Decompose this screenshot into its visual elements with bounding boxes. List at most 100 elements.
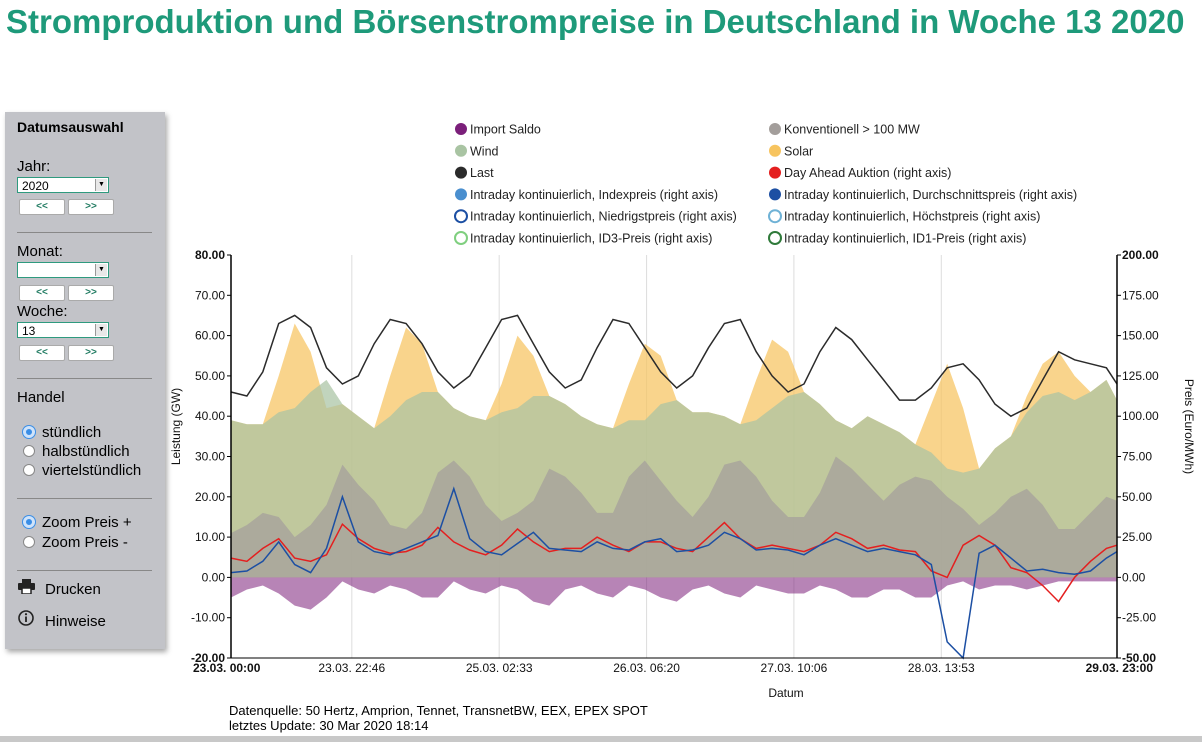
y-tick-label: -10.00 bbox=[191, 611, 225, 625]
y2-tick-label: -50.00 bbox=[1122, 651, 1156, 665]
legend-marker-intraday-kontinuierlich-niedrigstpreis-right-axis bbox=[454, 209, 468, 224]
trade-option-halfhourly[interactable]: halbstündlich bbox=[23, 443, 130, 461]
legend-label-wind: Wind bbox=[470, 144, 499, 158]
week-label: Woche: bbox=[17, 303, 68, 320]
y2-tick-label: 50.00 bbox=[1122, 490, 1152, 504]
load-line bbox=[230, 314, 1118, 418]
x-tick-label: 26.03. 06:20 bbox=[613, 661, 680, 675]
chart-axes: 80.00 70.00 60.00 50.00 40.00 30.00 20.00 10.00… bbox=[169, 248, 1196, 700]
zoom-in-option[interactable]: Zoom Preis + bbox=[23, 514, 132, 532]
x-tick-label: 28.03. 13:53 bbox=[908, 661, 975, 675]
legend-marker-intraday-kontinuierlich-indexpreis-right-axis bbox=[455, 188, 467, 201]
legend-marker-intraday-kontinuierlich-h-chstpreis-right-axis bbox=[768, 209, 782, 224]
info-label: Hinweise bbox=[45, 613, 106, 630]
horizontal-scrollbar[interactable] bbox=[0, 736, 1202, 742]
sidebar-heading: Datumsauswahl bbox=[17, 119, 124, 135]
legend-label-import-saldo: Import Saldo bbox=[470, 123, 541, 137]
x-tick-label: 23.03. 00:00 bbox=[193, 661, 261, 675]
legend-marker-solar bbox=[769, 144, 781, 157]
conventional-area bbox=[231, 456, 1117, 578]
y2-tick-label: 100.00 bbox=[1122, 409, 1159, 423]
radio-icon[interactable] bbox=[23, 445, 35, 457]
radio-icon[interactable] bbox=[23, 536, 35, 548]
x-axis-title: Datum bbox=[768, 686, 803, 700]
radio-icon[interactable] bbox=[23, 464, 35, 476]
month-next-button[interactable]: >> bbox=[68, 285, 114, 301]
legend-marker-intraday-kontinuierlich-id1-preis-right-axis bbox=[768, 231, 782, 245]
chevron-down-icon[interactable]: ▼ bbox=[95, 264, 107, 276]
year-next-button[interactable]: >> bbox=[68, 199, 114, 215]
page-title: Stromproduktion und Börsenstrompreise in… bbox=[6, 3, 1185, 40]
trade-option-label: halbstündlich bbox=[42, 443, 130, 460]
legend-marker-last bbox=[455, 166, 467, 179]
legend-label-last: Last bbox=[470, 166, 494, 180]
zoom-out-option[interactable]: Zoom Preis - bbox=[23, 534, 128, 552]
legend-marker-day-ahead-auktion-right-axis bbox=[769, 166, 781, 179]
y2-tick-label: 150.00 bbox=[1122, 329, 1159, 343]
year-select[interactable]: 2020 ▼ bbox=[17, 177, 109, 193]
legend-marker-wind bbox=[455, 144, 467, 157]
x-tick-label: 25.03. 02:33 bbox=[466, 661, 533, 675]
trade-label: Handel bbox=[17, 389, 65, 406]
print-button[interactable]: Drucken bbox=[17, 579, 101, 598]
y-axis-title: Leistung (GW) bbox=[169, 388, 183, 465]
zoom-option-label: Zoom Preis - bbox=[42, 534, 128, 551]
y-tick-label: -20.00 bbox=[191, 651, 225, 665]
y-tick-label: 0.00 bbox=[202, 570, 226, 584]
legend-label-intraday-kontinuierlich-niedrigstpreis-right-axis: Intraday kontinuierlich, Niedrigstpreis … bbox=[470, 210, 737, 224]
y-tick-label: 20.00 bbox=[195, 490, 225, 504]
divider bbox=[17, 570, 152, 571]
month-select[interactable]: ▼ bbox=[17, 262, 109, 278]
month-label: Monat: bbox=[17, 243, 63, 260]
printer-icon bbox=[17, 579, 35, 598]
radio-selected-icon[interactable] bbox=[23, 516, 35, 528]
legend-marker-intraday-kontinuierlich-id3-preis-right-axis bbox=[454, 231, 468, 245]
chevron-down-icon[interactable]: ▼ bbox=[95, 179, 107, 191]
import-area bbox=[231, 577, 1117, 610]
chevron-down-icon[interactable]: ▼ bbox=[95, 324, 107, 336]
last-update-note: letztes Update: 30 Mar 2020 18:14 bbox=[229, 718, 429, 733]
trade-option-label: stündlich bbox=[42, 424, 102, 441]
y2-tick-label: 175.00 bbox=[1122, 288, 1159, 302]
legend-marker-konventionell-100-mw bbox=[769, 123, 781, 135]
divider bbox=[17, 232, 152, 233]
week-prev-button[interactable]: << bbox=[19, 345, 65, 361]
legend-marker-intraday-kontinuierlich-durchschnittspreis-right-axis bbox=[769, 188, 781, 201]
intraday-average-price-line bbox=[230, 486, 1118, 660]
x-tick-label: 27.03. 10:06 bbox=[761, 661, 828, 675]
y-tick-label: 50.00 bbox=[195, 369, 225, 383]
month-prev-button[interactable]: << bbox=[19, 285, 65, 301]
legend-label-intraday-kontinuierlich-durchschnittspreis-right-axis: Intraday kontinuierlich, Durchschnittspr… bbox=[784, 188, 1077, 202]
trade-option-hourly[interactable]: stündlich bbox=[23, 424, 101, 442]
y2-tick-label: 0.00 bbox=[1122, 570, 1146, 584]
y2-tick-label: -25.00 bbox=[1122, 611, 1156, 625]
y2-tick-label: 125.00 bbox=[1122, 369, 1159, 383]
y-tick-label: 30.00 bbox=[195, 450, 225, 464]
y2-tick-label: 75.00 bbox=[1122, 450, 1152, 464]
y2-tick-label: 25.00 bbox=[1122, 530, 1152, 544]
chart-legend: Import Saldo Konventionell > 100 MW Wind So… bbox=[454, 123, 1077, 246]
legend-label-intraday-kontinuierlich-id3-preis-right-axis: Intraday kontinuierlich, ID3-Preis (righ… bbox=[470, 232, 712, 246]
y-tick-label: 10.00 bbox=[195, 530, 225, 544]
y-tick-label: 80.00 bbox=[195, 248, 225, 262]
info-button[interactable]: Hinweise bbox=[17, 610, 106, 630]
year-prev-button[interactable]: << bbox=[19, 199, 65, 215]
date-sidebar: Datumsauswahl Jahr: 2020 ▼ << >> Monat: … bbox=[5, 112, 165, 649]
legend-label-intraday-kontinuierlich-id1-preis-right-axis: Intraday kontinuierlich, ID1-Preis (righ… bbox=[784, 232, 1026, 246]
zoom-option-label: Zoom Preis + bbox=[42, 514, 132, 531]
y2-tick-label: 200.00 bbox=[1122, 248, 1159, 262]
week-next-button[interactable]: >> bbox=[68, 345, 114, 361]
divider bbox=[17, 498, 152, 499]
year-label: Jahr: bbox=[17, 158, 51, 175]
y-tick-label: 60.00 bbox=[195, 329, 225, 343]
legend-label-solar: Solar bbox=[784, 144, 813, 158]
legend-label-day-ahead-auktion-right-axis: Day Ahead Auktion (right axis) bbox=[784, 166, 951, 180]
day-ahead-price-line bbox=[230, 521, 1118, 603]
plot-area bbox=[230, 255, 1118, 660]
divider bbox=[17, 378, 152, 379]
week-value: 13 bbox=[22, 324, 36, 338]
trade-option-quarterhourly[interactable]: viertelstündlich bbox=[23, 462, 141, 480]
week-select[interactable]: 13 ▼ bbox=[17, 322, 109, 338]
radio-selected-icon[interactable] bbox=[23, 426, 35, 438]
